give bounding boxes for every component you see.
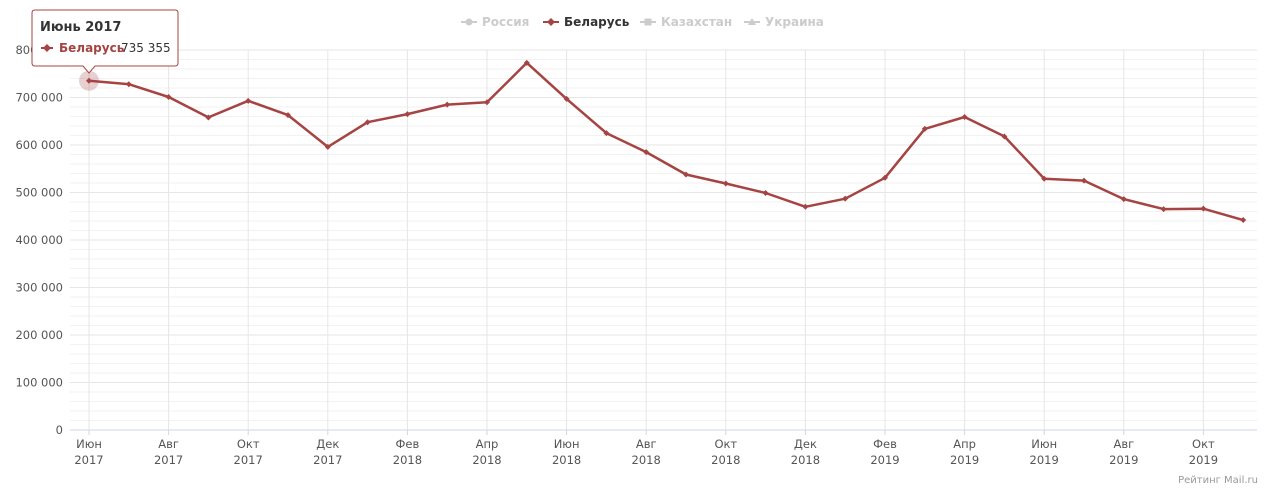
x-tick-label-month: Дек xyxy=(316,437,339,451)
data-point[interactable] xyxy=(86,77,92,84)
legend[interactable]: Россия Беларусь Казахстан Украина xyxy=(461,15,824,29)
data-point[interactable] xyxy=(802,203,809,210)
square-icon xyxy=(644,18,652,26)
data-point[interactable] xyxy=(324,143,331,150)
x-tick-label-year: 2019 xyxy=(950,453,979,467)
series-layer xyxy=(79,59,1247,224)
x-tick-label-year: 2018 xyxy=(711,453,740,467)
data-point[interactable] xyxy=(882,174,888,181)
x-tick-label-year: 2019 xyxy=(1189,453,1218,467)
legend-label[interactable]: Украина xyxy=(765,15,824,29)
x-tick-label-month: Фев xyxy=(873,437,897,451)
y-tick-label: 300 000 xyxy=(15,281,63,295)
tooltip-title: Июнь 2017 xyxy=(40,20,121,35)
legend-item[interactable]: Казахстан xyxy=(640,15,732,29)
x-tick-label-year: 2017 xyxy=(154,453,183,467)
data-point[interactable] xyxy=(762,189,769,196)
legend-item[interactable]: Беларусь xyxy=(543,15,630,29)
legend-item[interactable]: Россия xyxy=(461,15,529,29)
data-point[interactable] xyxy=(643,149,650,156)
x-tick-label-month: Фев xyxy=(396,437,420,451)
x-tick-label-month: Апр xyxy=(476,437,499,451)
x-tick-label-year: 2018 xyxy=(552,453,581,467)
x-tick-label-year: 2018 xyxy=(791,453,820,467)
data-point[interactable] xyxy=(921,125,928,132)
diamond-icon xyxy=(547,18,555,26)
data-point[interactable] xyxy=(842,195,849,202)
data-point[interactable] xyxy=(683,171,689,178)
x-tick-label-year: 2019 xyxy=(1030,453,1059,467)
data-point[interactable] xyxy=(245,97,252,104)
credits-label[interactable]: Рейтинг Mail.ru xyxy=(1178,475,1258,486)
axis-layer: 0 100 000 200 000 300 000 400 000 500 000 600 … xyxy=(15,43,1257,467)
tooltip-value: 735 355 xyxy=(121,41,171,55)
x-tick-label-year: 2017 xyxy=(234,453,263,467)
legend-item[interactable]: Украина xyxy=(744,15,824,29)
x-tick-label-month: Дек xyxy=(794,437,817,451)
circle-icon xyxy=(465,18,473,26)
x-tick-label-month: Июн xyxy=(554,437,580,451)
data-point[interactable] xyxy=(523,59,530,66)
legend-label[interactable]: Казахстан xyxy=(661,15,732,29)
legend-label[interactable]: Беларусь xyxy=(564,15,630,29)
diamond-icon xyxy=(43,44,51,52)
data-point[interactable] xyxy=(1200,205,1207,212)
y-tick-label: 600 000 xyxy=(15,138,63,152)
legend-label[interactable]: Россия xyxy=(482,15,529,29)
tooltip-box xyxy=(31,9,179,74)
data-point[interactable] xyxy=(722,180,729,187)
x-tick-label-month: Окт xyxy=(237,437,260,451)
data-point[interactable] xyxy=(125,81,132,88)
data-point[interactable] xyxy=(1081,177,1087,184)
x-tick-label-month: Авг xyxy=(1113,437,1134,451)
x-tick-label-month: Июн xyxy=(1031,437,1057,451)
y-tick-label: 200 000 xyxy=(15,328,63,342)
data-point[interactable] xyxy=(364,119,371,126)
x-tick-label-year: 2018 xyxy=(632,453,661,467)
data-point[interactable] xyxy=(404,111,411,118)
grid-layer xyxy=(70,49,1257,431)
data-point[interactable] xyxy=(603,130,610,137)
data-point[interactable] xyxy=(165,94,172,101)
x-tick-label-month: Окт xyxy=(714,437,737,451)
tooltip-series-name: Беларусь xyxy=(59,41,125,55)
tooltip-diamond-icon xyxy=(41,44,53,52)
data-point[interactable] xyxy=(205,114,212,121)
data-point[interactable] xyxy=(484,99,490,106)
x-tick-label-month: Авг xyxy=(158,437,179,451)
x-tick-label-year: 2019 xyxy=(1109,453,1138,467)
triangle-icon xyxy=(748,18,756,25)
data-point[interactable] xyxy=(1160,206,1167,213)
x-tick-label-month: Авг xyxy=(636,437,657,451)
y-tick-label: 100 000 xyxy=(15,376,63,390)
x-tick-label-month: Окт xyxy=(1192,437,1215,451)
data-point[interactable] xyxy=(285,112,291,119)
x-tick-label-year: 2017 xyxy=(313,453,342,467)
data-point[interactable] xyxy=(1001,133,1008,140)
data-point[interactable] xyxy=(444,101,451,108)
x-tick-label-month: Июн xyxy=(76,437,102,451)
y-tick-label: 700 000 xyxy=(15,91,63,105)
data-point[interactable] xyxy=(1041,175,1048,182)
x-tick-label-year: 2018 xyxy=(472,453,501,467)
x-tick-label-year: 2017 xyxy=(74,453,103,467)
data-point[interactable] xyxy=(1240,217,1247,224)
y-tick-label: 0 xyxy=(56,423,63,437)
y-tick-label: 400 000 xyxy=(15,233,63,247)
x-tick-label-year: 2018 xyxy=(393,453,422,467)
series-line[interactable] xyxy=(87,61,1245,222)
tooltip: Июнь 2017 Беларусь 735 355 xyxy=(31,9,179,74)
x-tick-label-year: 2019 xyxy=(870,453,899,467)
data-point[interactable] xyxy=(1120,196,1127,203)
x-tick-label-month: Апр xyxy=(953,437,976,451)
data-point[interactable] xyxy=(961,113,968,120)
data-point[interactable] xyxy=(563,95,570,102)
y-tick-label: 500 000 xyxy=(15,186,63,200)
